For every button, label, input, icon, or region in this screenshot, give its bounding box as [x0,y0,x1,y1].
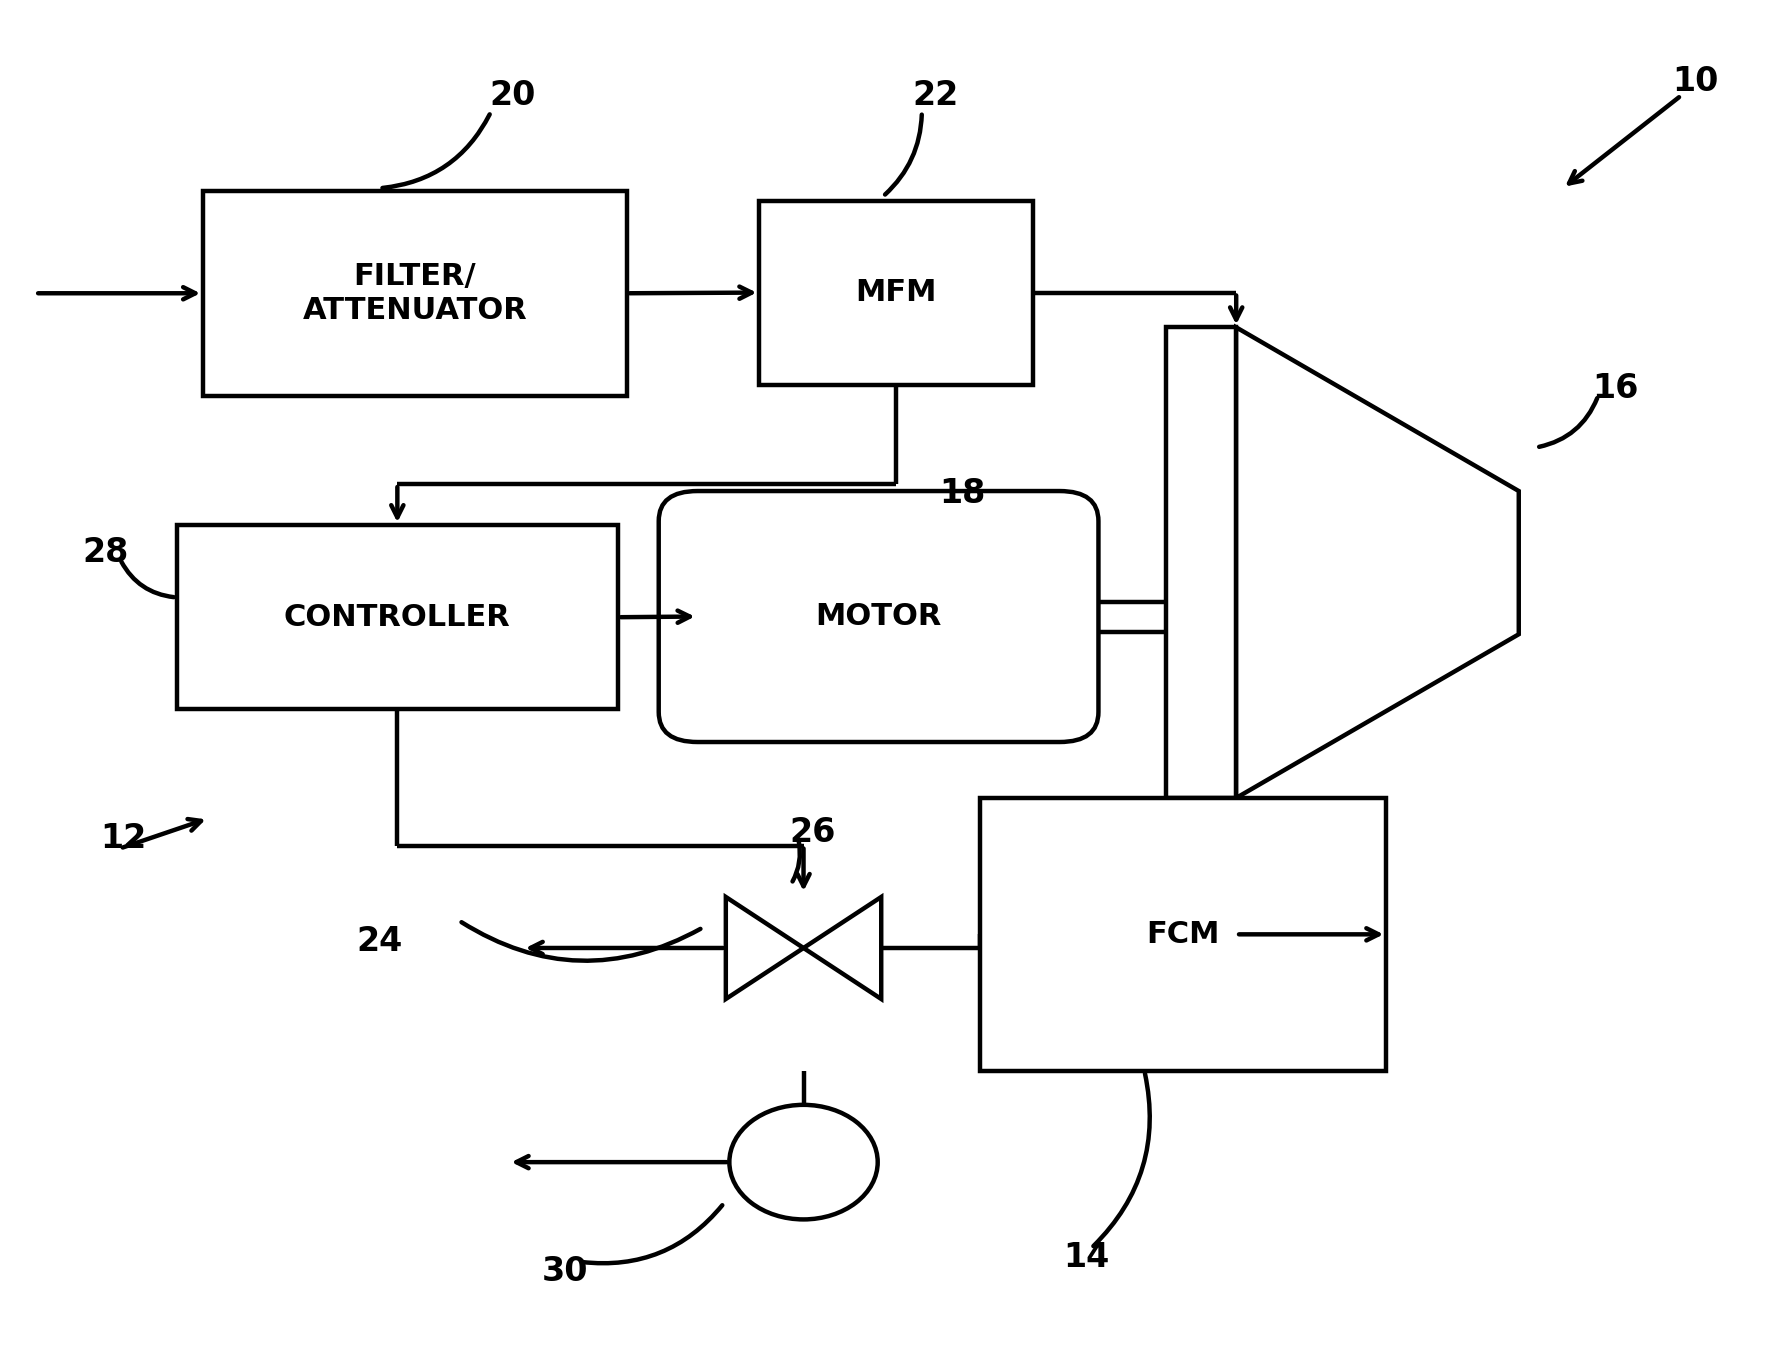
Text: 22: 22 [913,79,959,112]
Text: 12: 12 [101,822,147,855]
Polygon shape [1166,327,1236,798]
Circle shape [729,1105,878,1219]
Polygon shape [726,898,804,998]
Text: 20: 20 [489,79,535,112]
Text: 30: 30 [542,1255,588,1288]
FancyBboxPatch shape [659,491,1098,742]
Text: FILTER/
ATTENUATOR: FILTER/ ATTENUATOR [302,262,528,325]
Text: 28: 28 [83,536,129,569]
Text: MOTOR: MOTOR [816,602,941,632]
Text: 26: 26 [789,816,835,848]
Text: CONTROLLER: CONTROLLER [284,603,510,632]
Polygon shape [1236,327,1519,798]
FancyBboxPatch shape [759,201,1033,385]
Text: 14: 14 [1063,1241,1109,1274]
FancyBboxPatch shape [177,525,618,709]
Text: 16: 16 [1593,372,1639,405]
Polygon shape [804,898,881,998]
Text: 24: 24 [357,925,403,958]
Text: 18: 18 [940,477,985,510]
Text: FCM: FCM [1146,919,1220,949]
Text: MFM: MFM [855,278,938,307]
FancyBboxPatch shape [203,191,627,396]
FancyBboxPatch shape [980,798,1386,1071]
Text: 10: 10 [1672,65,1718,98]
